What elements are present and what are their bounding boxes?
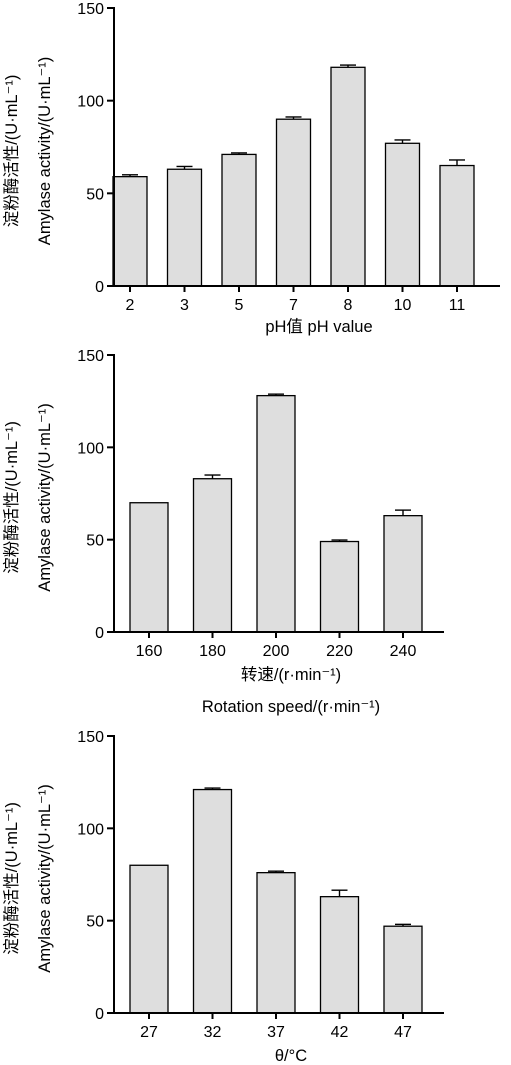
y-axis-title-zh: 淀粉酶活性/(U·mL⁻¹): [2, 75, 21, 228]
x-tick-label-200: 200: [263, 643, 290, 660]
x-tick-label-37: 37: [267, 1024, 285, 1041]
y-tick-label-50: 50: [86, 186, 104, 203]
x-tick-label-180: 180: [199, 643, 226, 660]
bar-7: [275, 118, 312, 287]
y-tick-label-50: 50: [86, 914, 104, 931]
bar-240: [383, 515, 423, 633]
x-tick-label-27: 27: [140, 1024, 158, 1041]
chart-panel-2: 160 180 200 220 240 0 50 100 150 淀粉酶活性/(U·mL⁻¹) Am…: [2, 348, 444, 716]
x-tick-label-47: 47: [394, 1024, 412, 1041]
x-tick-label-8: 8: [344, 297, 353, 314]
bar-32: [192, 788, 233, 1014]
x-axis-title-1: θ/°C: [275, 1047, 307, 1065]
bar-42: [319, 896, 360, 1014]
x-tick-label-5: 5: [235, 297, 244, 314]
y-tick-label-100: 100: [77, 440, 104, 457]
y-tick-label-0: 0: [95, 625, 104, 642]
chart-panel-3: 27 32 37 42 47 0 50 100 150 淀粉酶活性/(U·mL⁻¹) Amylase…: [2, 729, 444, 1065]
y-axis-title-en: Amylase activity/(U·mL⁻¹): [36, 403, 54, 591]
x-tick-label-2: 2: [126, 297, 135, 314]
y-axis-title-zh: 淀粉酶活性/(U·mL⁻¹): [2, 421, 21, 574]
bar-37: [256, 872, 296, 1014]
y-tick-label-150: 150: [77, 729, 104, 746]
bar-47: [383, 925, 423, 1014]
bar-10: [384, 142, 421, 287]
bar-5: [221, 153, 257, 287]
x-tick-label-220: 220: [326, 643, 353, 660]
y-axis-title-en: Amylase activity/(U·mL⁻¹): [36, 57, 54, 245]
x-axis-title-2: Rotation speed/(r·min⁻¹): [202, 698, 380, 716]
bar-220: [319, 540, 360, 633]
x-axis-title-1: 转速/(r·min⁻¹): [241, 665, 341, 684]
y-tick-label-50: 50: [86, 533, 104, 550]
x-tick-label-3: 3: [180, 297, 189, 314]
y-tick-label-100: 100: [77, 821, 104, 838]
bar-180: [192, 478, 233, 633]
bar-27: [129, 864, 169, 1014]
y-tick-label-100: 100: [77, 94, 104, 111]
y-tick-label-150: 150: [77, 348, 104, 365]
bar-3: [166, 168, 203, 287]
y-axis-title-zh: 淀粉酶活性/(U·mL⁻¹): [2, 802, 21, 955]
y-tick-label-150: 150: [77, 1, 104, 18]
x-tick-label-11: 11: [449, 297, 466, 314]
chart-panel-1: 2 3 5 7 8 10 11 0 50 100 150 淀粉酶活性/(U·mL⁻¹) Amylase …: [2, 1, 500, 336]
bar-160: [129, 502, 169, 633]
y-axis-title-en: Amylase activity/(U·mL⁻¹): [36, 784, 54, 972]
x-tick-label-160: 160: [136, 643, 163, 660]
x-axis-title-1: pH值 pH value: [265, 317, 372, 336]
x-tick-label-32: 32: [204, 1024, 222, 1041]
bar-11: [439, 164, 475, 287]
x-tick-label-240: 240: [390, 643, 417, 660]
x-tick-label-10: 10: [394, 297, 412, 314]
bar-2: [112, 176, 148, 287]
y-tick-label-0: 0: [95, 279, 104, 296]
x-tick-label-7: 7: [289, 297, 298, 314]
bar-200: [256, 394, 296, 633]
bar-8: [330, 66, 366, 287]
y-tick-label-0: 0: [95, 1006, 104, 1023]
x-tick-label-42: 42: [331, 1024, 349, 1041]
